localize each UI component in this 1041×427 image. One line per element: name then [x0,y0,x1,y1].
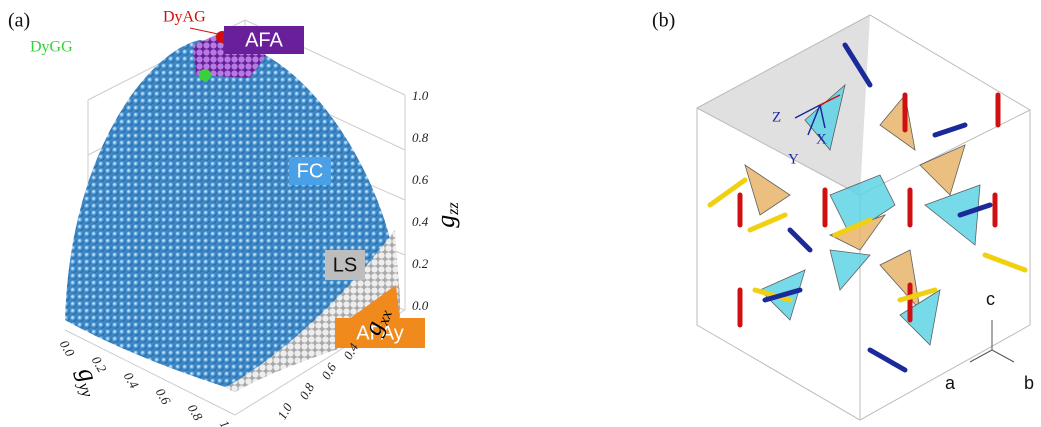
x-tick-label: 0.8 [296,380,317,402]
axis-label: X [816,131,827,147]
x-tick-label: 1.0 [274,400,295,422]
axis-label: Z [772,109,781,125]
crystal-frame [969,320,1015,363]
axis-label: Y [788,151,799,167]
annotation: DyAG [163,9,206,26]
z-tick-label: 1.0 [412,88,429,103]
x-tick-label: 0.6 [318,360,339,382]
z-tick-label: 0.0 [412,298,429,313]
z-tick-label: 0.2 [412,256,429,271]
tetrahedra [744,83,981,346]
y-tick-label: 0.2 [89,353,110,375]
axis-label: c [986,289,995,309]
y-tick-label: 0.6 [153,385,174,407]
annotation: DyGG [30,39,73,56]
axis-label: a [945,373,956,393]
panel-label: (b) [652,10,675,32]
y-tick-label: 0.0 [57,337,78,359]
y-tick-label: 1.0 [217,417,238,427]
label-box [224,26,304,54]
dygg-marker [199,69,211,81]
annotation: FC [297,160,324,182]
afa-region [193,33,266,78]
z-tick-label: 0.6 [412,172,429,187]
panel-label: (a) [8,10,30,32]
label-box [289,157,331,185]
z-tick-label: 0.4 [412,214,429,229]
annotation: LS [333,254,357,276]
label-box [335,318,425,348]
fc-surface [65,40,400,390]
annotation: AFA [245,29,283,51]
y-tick-label: 0.8 [185,401,206,423]
label-box [325,250,365,280]
annotation: AFAy [356,322,403,344]
shaded-face [697,15,870,195]
x-tick-label: 0.4 [340,340,361,362]
y-tick-label: 0.4 [121,369,142,391]
local-frame [794,94,841,136]
dyag-pointer [189,27,219,35]
spin-arrows [707,42,1028,373]
z-tick-label: 0.8 [412,130,429,145]
axis-label: b [1024,373,1034,393]
axis-title: gzz [431,202,462,228]
